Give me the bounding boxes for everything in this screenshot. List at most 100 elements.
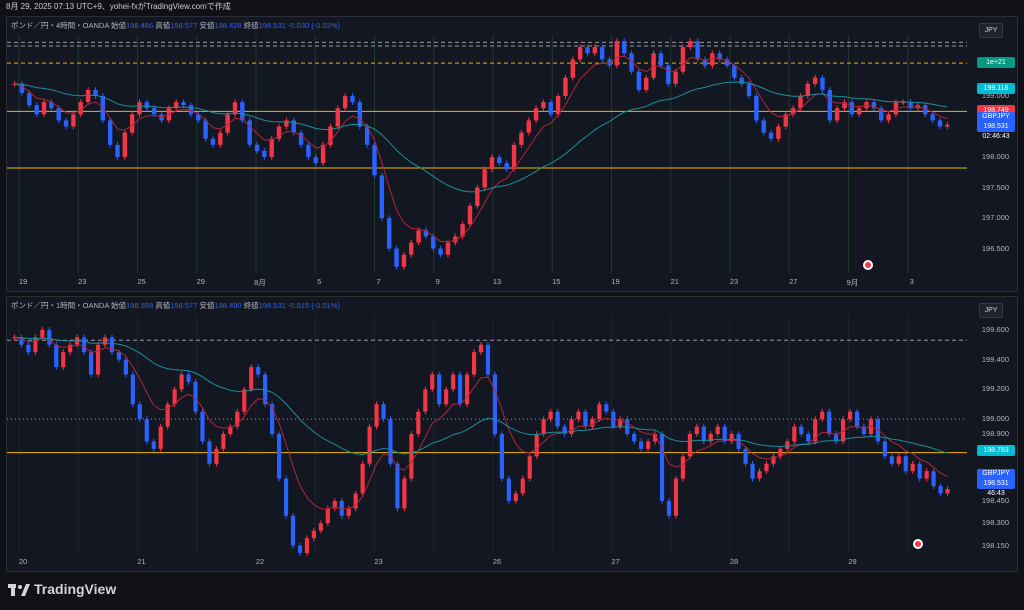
- y-tick-label: 198.150: [981, 540, 1009, 550]
- candle-body: [854, 411, 860, 427]
- x-tick-label: 15: [552, 277, 561, 286]
- candle-body: [834, 108, 840, 121]
- candle-body: [622, 41, 627, 54]
- candle-body: [254, 144, 260, 151]
- candle-body: [181, 102, 186, 106]
- candle-body: [304, 538, 310, 553]
- candle-body: [834, 434, 839, 442]
- alert-icon[interactable]: [863, 260, 873, 270]
- alert-icon[interactable]: [913, 539, 923, 549]
- candle-body: [945, 124, 950, 127]
- candle-body: [757, 471, 762, 479]
- candle-body: [165, 404, 170, 427]
- candle-body: [109, 337, 115, 353]
- candle-body: [636, 71, 642, 90]
- legend-high: 198.577: [170, 301, 198, 310]
- candle-body: [395, 463, 400, 509]
- chart-panel-1h[interactable]: ポンド／円・1時間・OANDA 始値198.558 高値198.577 安値19…: [6, 296, 1018, 572]
- currency-button[interactable]: JPY: [979, 23, 1003, 38]
- candle-body: [607, 59, 612, 66]
- candle-body: [123, 359, 128, 375]
- price-badge: 1e+21: [977, 57, 1015, 69]
- candle-body: [116, 352, 122, 360]
- candle-body: [460, 224, 465, 237]
- legend-high-label: 高値: [155, 301, 171, 310]
- y-tick-label: 198.000: [981, 152, 1009, 162]
- candle-body: [269, 138, 274, 158]
- candle-body: [196, 114, 201, 121]
- candle-body: [402, 478, 407, 509]
- candle-body: [541, 102, 546, 109]
- candle-body: [513, 493, 518, 501]
- candle-body: [311, 530, 316, 539]
- candle-body: [85, 89, 91, 103]
- x-tick-label: 29: [848, 557, 857, 566]
- price-plot-4h[interactable]: [7, 17, 1017, 291]
- legend-symbol: ポンド／円・1時間・OANDA: [11, 301, 109, 310]
- candle-body: [27, 92, 32, 106]
- x-tick-label: 23: [729, 277, 739, 286]
- currency-button[interactable]: JPY: [979, 303, 1003, 318]
- candle-body: [186, 374, 191, 382]
- candle-body: [47, 329, 52, 345]
- candle-body: [570, 59, 575, 78]
- candle-body: [19, 337, 24, 345]
- candle-body: [768, 132, 774, 139]
- candle-body: [193, 381, 198, 412]
- candle-body: [328, 126, 333, 145]
- candle-body: [297, 545, 303, 553]
- candle-body: [666, 500, 672, 516]
- candle-body: [938, 486, 943, 494]
- candle-body: [63, 120, 69, 127]
- price-plot-1h[interactable]: [7, 297, 1017, 571]
- candle-body: [179, 374, 184, 390]
- candle-body: [882, 441, 887, 457]
- chart-panel-4h[interactable]: ポンド／円・4時間・OANDA 始値198.486 高値198.577 安値19…: [6, 16, 1018, 292]
- candle-body: [492, 374, 498, 434]
- candle-body: [945, 489, 950, 494]
- candle-body: [372, 144, 377, 176]
- candle-body: [871, 102, 877, 109]
- candle-body: [100, 96, 105, 121]
- y-tick-label: 198.300: [981, 518, 1009, 528]
- legend-open: 198.486: [126, 21, 154, 30]
- candle-body: [430, 374, 435, 390]
- candle-body: [754, 96, 759, 121]
- candle-body: [431, 236, 436, 249]
- candle-body: [129, 114, 135, 133]
- candle-body: [785, 441, 790, 449]
- legend-high: 198.577: [170, 21, 198, 30]
- candle-body: [423, 389, 428, 412]
- candle-body: [798, 96, 803, 109]
- candle-body: [19, 83, 25, 93]
- candle-body: [931, 471, 936, 487]
- candle-body: [886, 114, 891, 121]
- candle-body: [210, 138, 216, 145]
- candle-body: [592, 47, 598, 54]
- candle-body: [644, 77, 649, 90]
- candle-body: [497, 157, 502, 164]
- x-tick-label: 19: [611, 277, 620, 286]
- legend-close-label: 終値: [243, 301, 259, 310]
- candle-body: [335, 108, 340, 127]
- candle-body: [152, 108, 157, 115]
- candle-body: [569, 419, 574, 434]
- candle-body: [576, 411, 581, 420]
- candle-body: [526, 120, 531, 133]
- candle-body: [174, 102, 179, 109]
- candle-body: [61, 352, 66, 368]
- candle-body: [49, 102, 54, 109]
- candle-body: [475, 187, 480, 206]
- candle-body: [639, 441, 644, 449]
- x-tick-label: 22: [255, 557, 265, 566]
- candle-body: [533, 108, 539, 121]
- candle-body: [203, 120, 208, 139]
- x-tick-label: 9月: [846, 278, 859, 287]
- candle-body: [555, 96, 561, 115]
- candle-body: [632, 434, 637, 442]
- candle-body: [597, 404, 602, 420]
- candle-body: [318, 523, 323, 531]
- candle-body: [33, 337, 38, 353]
- candle-body: [790, 108, 796, 115]
- badge-countdown: 46:43: [987, 490, 1005, 497]
